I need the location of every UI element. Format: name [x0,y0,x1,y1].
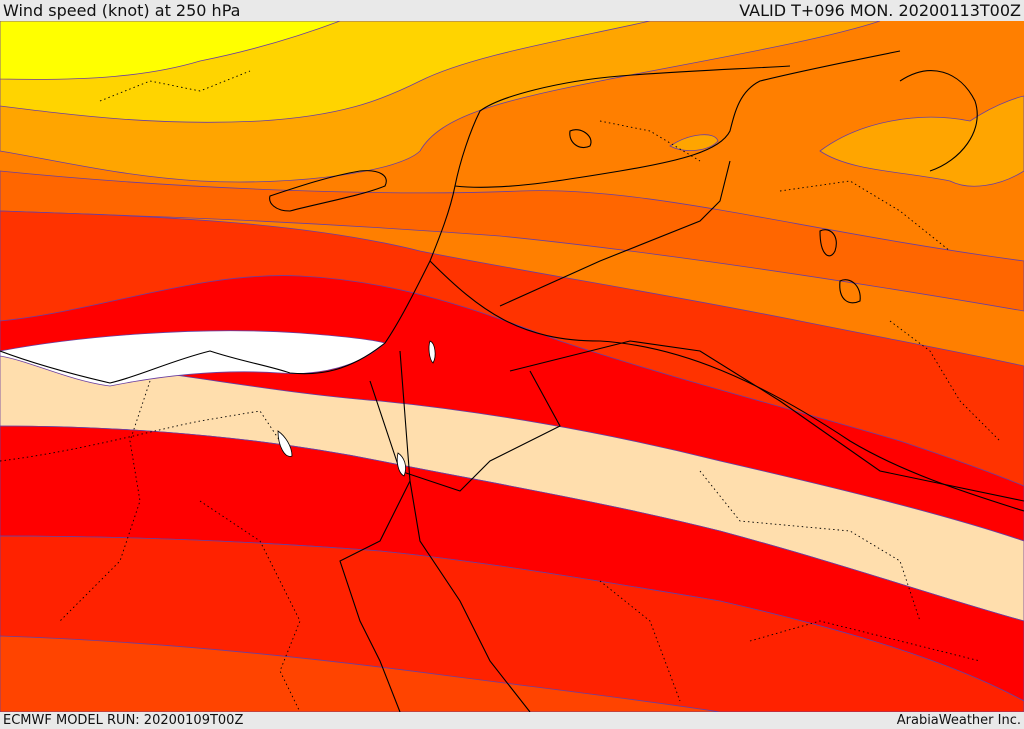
band-orange-lighter-east [819,95,1024,187]
water-gulf-suez [277,430,293,457]
coastlines [0,50,1024,712]
water-dead-sea [428,340,436,364]
credit-label: ArabiaWeather Inc. [896,713,1021,728]
valid-time: VALID T+096 MON. 20200113T00Z [739,1,1021,20]
band-orange-lighter-small [669,134,719,151]
internal-borders [0,70,1001,712]
footer-bar: ECMWF MODEL RUN: 20200109T00Z ArabiaWeat… [0,712,1024,729]
band-yellow [0,21,341,80]
map-canvas [0,21,1024,712]
wind-speed-map [0,21,1024,712]
band-orange-dark-south [0,635,721,712]
model-run-label: ECMWF MODEL RUN: 20200109T00Z [3,713,244,728]
header-bar: Wind speed (knot) at 250 hPa VALID T+096… [0,0,1024,21]
map-title: Wind speed (knot) at 250 hPa [3,1,241,20]
water-gulf-aqaba [396,452,406,477]
